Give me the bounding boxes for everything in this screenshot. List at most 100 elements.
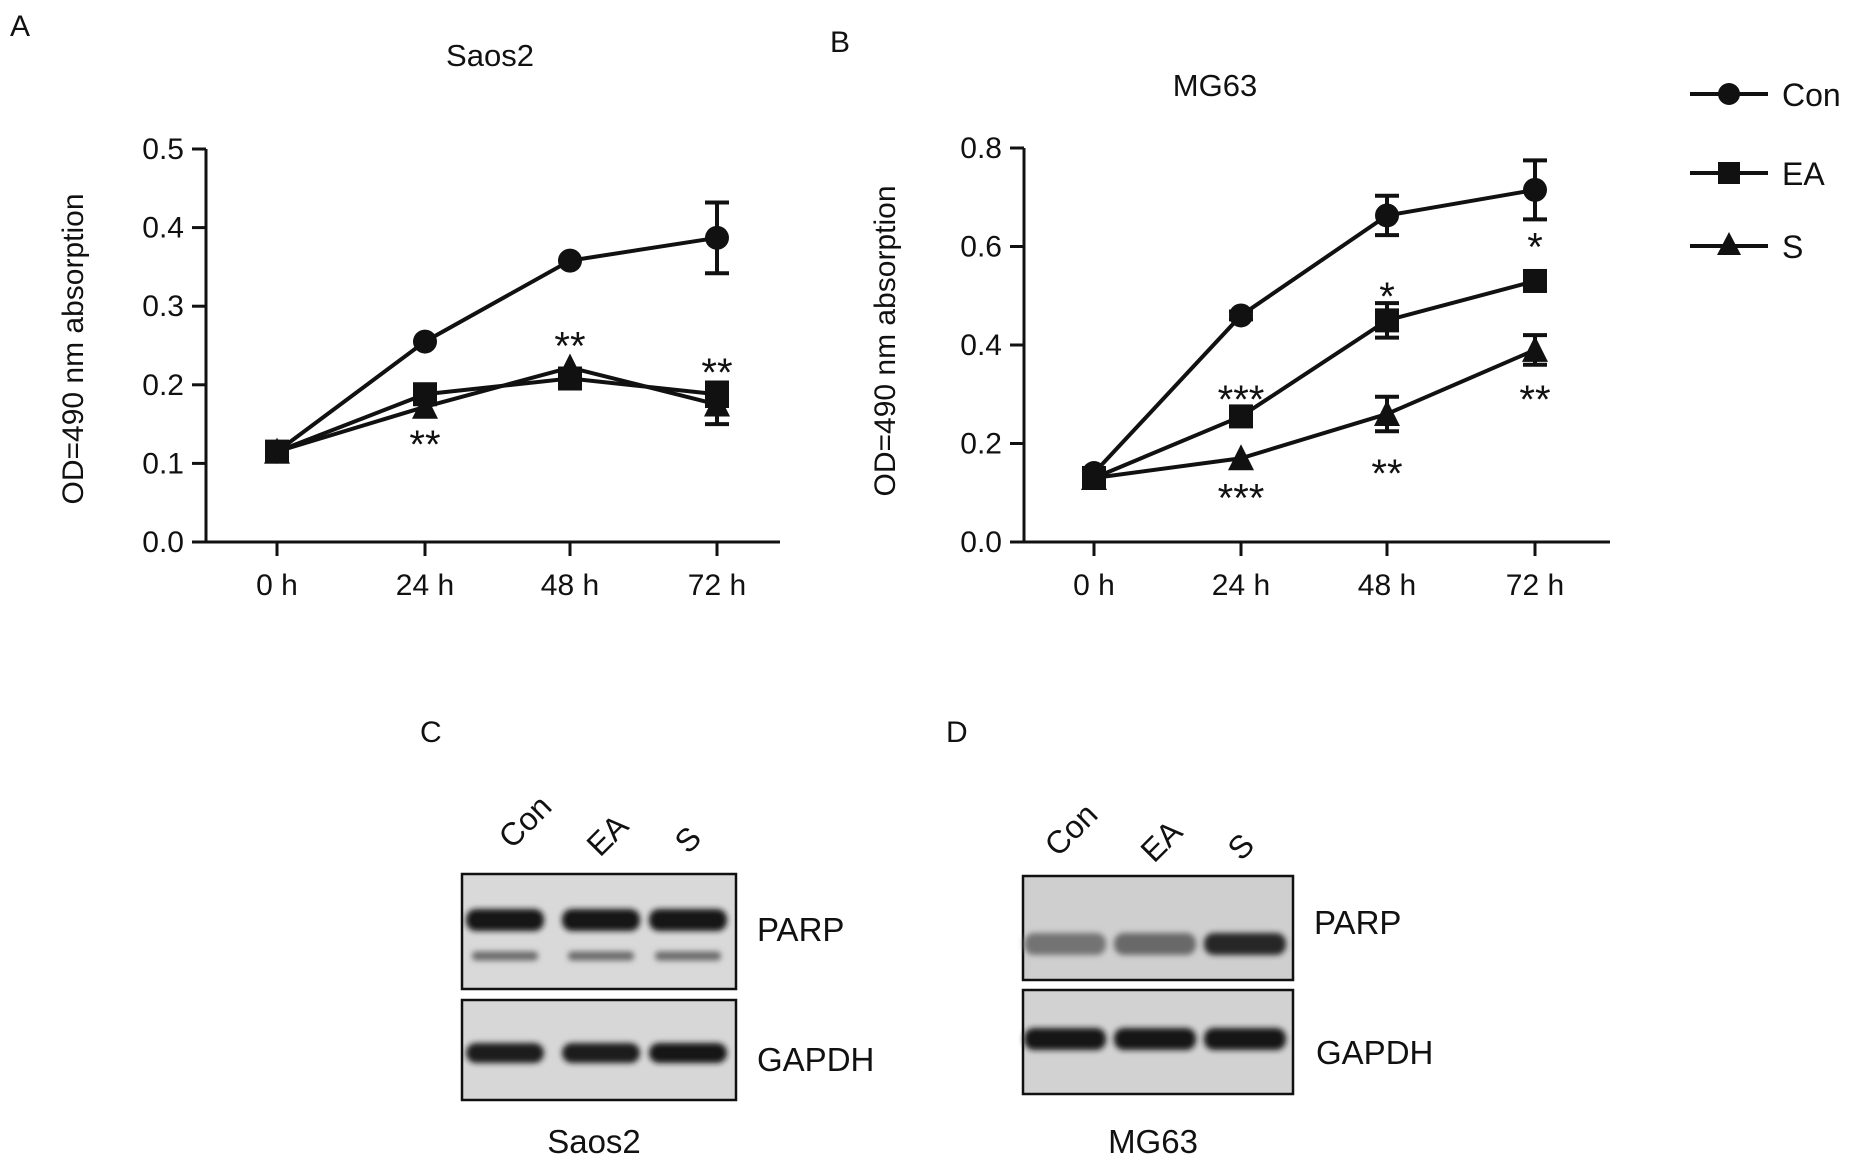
y-tick-label: 0.2 bbox=[142, 369, 184, 402]
band-row-parp bbox=[1024, 933, 1286, 955]
legend-item-con: Con bbox=[1690, 77, 1841, 113]
band bbox=[562, 909, 640, 931]
y-axis-label: OD=490 nm absorption bbox=[869, 185, 902, 496]
series-s-point bbox=[1522, 335, 1548, 362]
series-con-point bbox=[413, 329, 437, 354]
lane-label-con: Con bbox=[1037, 796, 1104, 863]
legend-label-con: Con bbox=[1782, 77, 1841, 113]
lane-label-con: Con bbox=[491, 788, 558, 855]
protein-label-parp: PARP bbox=[1314, 904, 1401, 941]
legend-label-s: S bbox=[1782, 229, 1803, 265]
series-con-line bbox=[1092, 187, 1536, 475]
chart-mg63: MG63 OD=490 nm absorption 0.0 0.2 0.4 0.6 0.… bbox=[869, 68, 1610, 602]
x-tick-label: 0 h bbox=[256, 569, 298, 602]
x-tick-label: 72 h bbox=[688, 569, 746, 602]
significance-marker: * bbox=[1379, 275, 1395, 319]
legend: Con EA S bbox=[1690, 77, 1841, 265]
protein-label-parp: PARP bbox=[757, 911, 844, 948]
band bbox=[1024, 1028, 1106, 1050]
band-row-parp bbox=[466, 909, 727, 961]
series-con-point bbox=[1229, 303, 1253, 328]
band bbox=[1114, 933, 1196, 955]
band bbox=[1204, 933, 1286, 955]
y-tick-label: 0.0 bbox=[960, 526, 1002, 559]
x-tick-label: 48 h bbox=[1358, 569, 1416, 602]
x-tick-label: 72 h bbox=[1506, 569, 1564, 602]
legend-square-marker bbox=[1718, 162, 1740, 184]
y-axis-label: OD=490 nm absorption bbox=[57, 193, 90, 504]
band bbox=[466, 1043, 544, 1063]
series-con-point bbox=[1375, 203, 1399, 228]
cell-line-label: Saos2 bbox=[547, 1123, 641, 1160]
series-s-point bbox=[1374, 399, 1400, 426]
series-s-point bbox=[1228, 444, 1254, 471]
series-s bbox=[1081, 333, 1548, 490]
lane-label-s: S bbox=[667, 819, 708, 860]
western-blot-saos2: Con EA S PARP GAPDH Saos2 bbox=[460, 788, 874, 1160]
band bbox=[649, 1043, 727, 1063]
band-row-gapdh bbox=[466, 1043, 727, 1063]
chart-title: MG63 bbox=[1173, 68, 1257, 103]
series-ea-line bbox=[1093, 279, 1536, 480]
lane-label-ea: EA bbox=[1133, 813, 1189, 869]
cell-line-label: MG63 bbox=[1108, 1123, 1198, 1160]
series-con-point bbox=[1523, 177, 1547, 202]
y-tick-label: 0.2 bbox=[960, 428, 1002, 461]
legend-label-ea: EA bbox=[1782, 156, 1825, 192]
y-tick-label: 0.3 bbox=[142, 290, 184, 323]
series-ea-point bbox=[1229, 404, 1253, 429]
panel-label-a: A bbox=[10, 10, 30, 43]
lane-label-s: S bbox=[1220, 826, 1261, 867]
series-s-point bbox=[704, 390, 730, 417]
faint-band bbox=[568, 951, 634, 961]
series-s-point bbox=[1081, 463, 1107, 490]
series-s-point bbox=[412, 392, 438, 419]
panel-label-d: D bbox=[946, 716, 968, 749]
y-tick-label: 0.8 bbox=[960, 132, 1002, 165]
y-tick-label: 0.4 bbox=[960, 329, 1002, 362]
legend-circle-marker bbox=[1718, 83, 1740, 105]
x-tick-label: 24 h bbox=[1212, 569, 1270, 602]
band bbox=[562, 1043, 640, 1063]
y-tick-label: 0.1 bbox=[142, 447, 184, 480]
significance-marker: ** bbox=[409, 423, 440, 467]
y-tick-label: 0.5 bbox=[142, 133, 184, 166]
significance-marker: ** bbox=[701, 351, 732, 395]
series-con-point bbox=[558, 248, 582, 273]
significance-marker: *** bbox=[1218, 477, 1265, 521]
blot-box-parp bbox=[1021, 874, 1295, 982]
y-tick-label: 0.6 bbox=[960, 231, 1002, 264]
chart-title: Saos2 bbox=[446, 38, 534, 73]
chart-saos2: Saos2 OD=490 nm absorption 0.0 0.1 0.2 0.3 0… bbox=[57, 38, 780, 602]
series-ea bbox=[1082, 268, 1547, 490]
series-s-line bbox=[276, 365, 718, 454]
significance-marker: ** bbox=[554, 325, 585, 369]
faint-band bbox=[655, 951, 721, 961]
y-tick-label: 0.0 bbox=[142, 526, 184, 559]
significance-marker: ** bbox=[1371, 452, 1402, 496]
series-con-line bbox=[275, 235, 718, 454]
series-s bbox=[264, 353, 730, 464]
series-ea-point bbox=[1523, 268, 1547, 293]
faint-band bbox=[472, 951, 538, 961]
significance-marker: * bbox=[1527, 226, 1543, 270]
band bbox=[1024, 933, 1106, 955]
protein-label-gapdh: GAPDH bbox=[1316, 1034, 1433, 1071]
series-s-point bbox=[557, 353, 583, 380]
lane-label-ea: EA bbox=[579, 807, 635, 863]
blot-box-parp bbox=[460, 872, 738, 991]
band bbox=[649, 909, 727, 931]
series-con bbox=[265, 200, 729, 464]
series-con-point bbox=[705, 225, 729, 250]
series-ea-point bbox=[1375, 308, 1399, 333]
x-tick-label: 48 h bbox=[541, 569, 599, 602]
series-ea bbox=[265, 366, 729, 464]
protein-label-gapdh: GAPDH bbox=[757, 1041, 874, 1078]
series-s-line bbox=[1093, 348, 1536, 480]
significance-marker: *** bbox=[1218, 378, 1265, 422]
x-tick-label: 24 h bbox=[396, 569, 454, 602]
x-tick-label: 0 h bbox=[1073, 569, 1115, 602]
series-s-point bbox=[264, 437, 290, 464]
significance-marker: ** bbox=[1519, 378, 1550, 422]
